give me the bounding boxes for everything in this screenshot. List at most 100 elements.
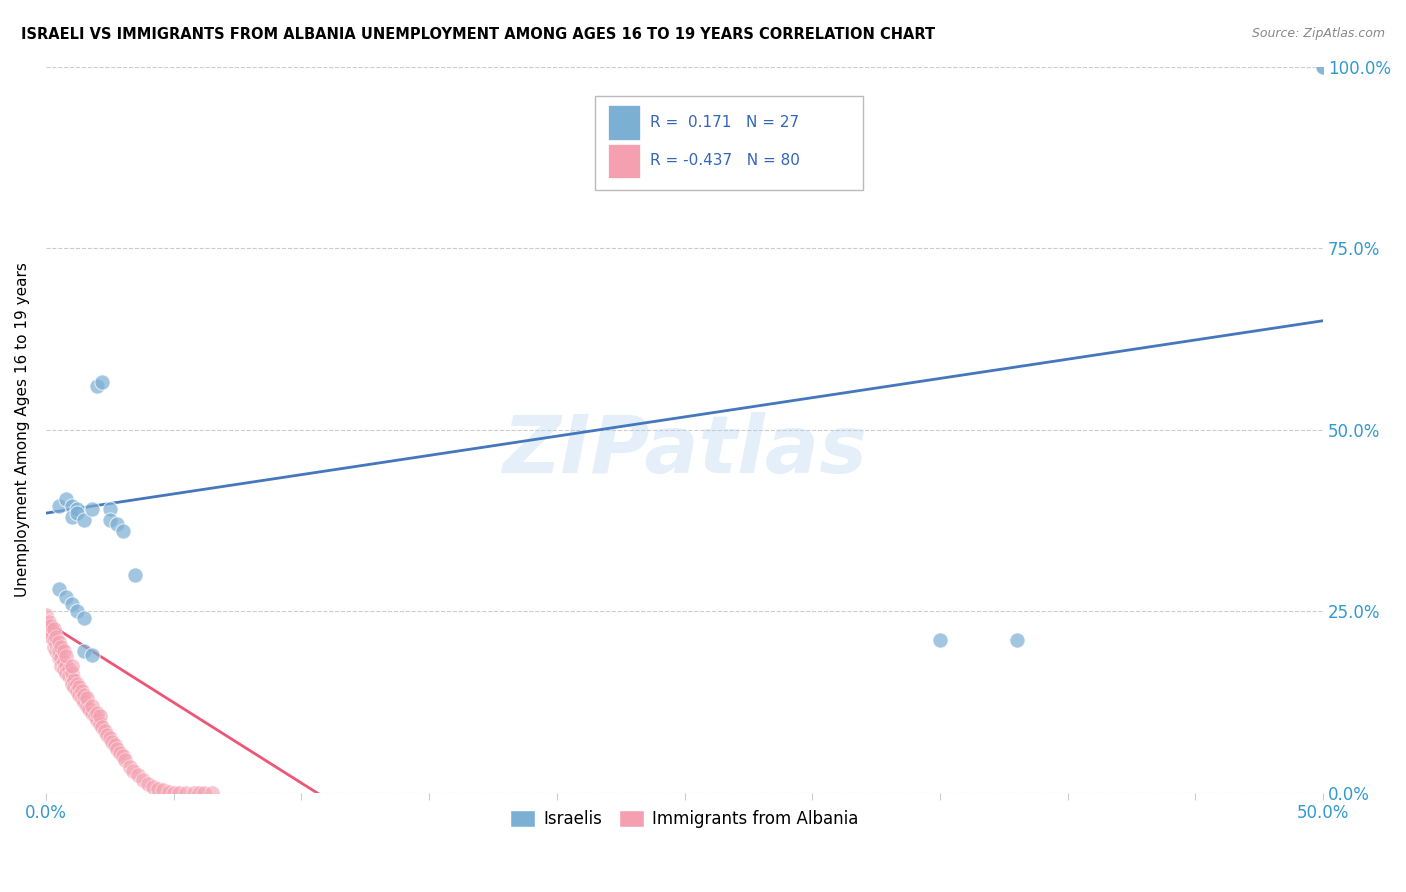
Point [65, 684, 87, 698]
Point [70, 691, 93, 706]
Point [60, 665, 83, 680]
Point [55, 590, 77, 604]
Point [67, 681, 90, 695]
Point [80, 698, 103, 713]
Point [48, 634, 70, 648]
Point [152, 783, 174, 797]
Point [65, 506, 87, 520]
Point [83, 709, 105, 723]
Point [42, 640, 65, 655]
Point [167, 786, 190, 800]
Text: ISRAELI VS IMMIGRANTS FROM ALBANIA UNEMPLOYMENT AMONG AGES 16 TO 19 YEARS CORREL: ISRAELI VS IMMIGRANTS FROM ALBANIA UNEMP… [21, 27, 935, 42]
Point [76, 691, 98, 706]
Point [120, 760, 142, 774]
Point [73, 611, 96, 625]
Point [48, 648, 70, 662]
Point [148, 782, 170, 797]
Point [96, 728, 118, 742]
Point [38, 622, 60, 636]
Point [65, 502, 87, 516]
Point [104, 739, 127, 753]
Point [63, 681, 86, 695]
Point [142, 780, 165, 794]
Point [58, 669, 80, 683]
Point [93, 723, 115, 738]
Point [60, 597, 83, 611]
Y-axis label: Unemployment Among Ages 16 to 19 years: Unemployment Among Ages 16 to 19 years [15, 262, 30, 597]
Point [107, 742, 129, 756]
Bar [607, 105, 640, 140]
Point [39, 630, 62, 644]
Point [1312, 60, 1334, 74]
Point [89, 716, 111, 731]
Point [929, 633, 952, 648]
Point [60, 673, 83, 687]
Point [60, 658, 83, 673]
Point [35, 607, 58, 622]
Point [183, 786, 205, 800]
Point [48, 582, 70, 597]
Point [73, 695, 96, 709]
Point [98, 731, 121, 746]
Text: R =  0.171   N = 27: R = 0.171 N = 27 [650, 115, 799, 130]
Point [48, 640, 70, 655]
Point [108, 746, 131, 760]
Point [65, 604, 87, 618]
Point [80, 648, 103, 662]
Point [89, 709, 111, 723]
Point [76, 698, 98, 713]
Text: ZIPatlas: ZIPatlas [502, 412, 868, 491]
Point [60, 499, 83, 513]
Point [121, 764, 143, 778]
Point [52, 644, 75, 658]
Point [70, 684, 93, 698]
Point [111, 524, 134, 539]
Point [86, 713, 108, 727]
Point [80, 502, 103, 516]
Point [38, 626, 60, 640]
Point [98, 502, 121, 516]
Point [48, 651, 70, 665]
Point [51, 640, 73, 655]
Point [60, 509, 83, 524]
Point [107, 516, 129, 531]
Point [101, 735, 124, 749]
Point [111, 749, 134, 764]
Point [67, 688, 90, 702]
Point [39, 626, 62, 640]
Point [73, 644, 96, 658]
Legend: Israelis, Immigrants from Albania: Israelis, Immigrants from Albania [503, 804, 866, 835]
Point [55, 649, 77, 664]
Bar [595, 95, 863, 190]
Point [80, 706, 103, 720]
Point [55, 491, 77, 506]
Point [73, 688, 96, 702]
Point [35, 618, 58, 632]
Point [52, 655, 75, 669]
Bar [607, 144, 640, 178]
Point [127, 767, 149, 781]
Point [132, 772, 155, 787]
Point [73, 513, 96, 527]
Text: Source: ZipAtlas.com: Source: ZipAtlas.com [1251, 27, 1385, 40]
Point [51, 651, 73, 665]
Point [45, 637, 67, 651]
Point [55, 665, 77, 680]
Point [60, 677, 83, 691]
Point [48, 644, 70, 658]
Point [124, 567, 146, 582]
Point [39, 618, 62, 632]
Point [45, 644, 67, 658]
Point [38, 615, 60, 629]
Point [1312, 60, 1334, 74]
Text: R = -0.437   N = 80: R = -0.437 N = 80 [650, 153, 800, 169]
Point [86, 379, 108, 393]
Point [163, 786, 186, 800]
Point [114, 753, 136, 767]
Point [91, 376, 114, 390]
Point [86, 706, 108, 720]
Point [157, 785, 180, 799]
Point [91, 720, 114, 734]
Point [45, 630, 67, 644]
Point [79, 702, 101, 716]
